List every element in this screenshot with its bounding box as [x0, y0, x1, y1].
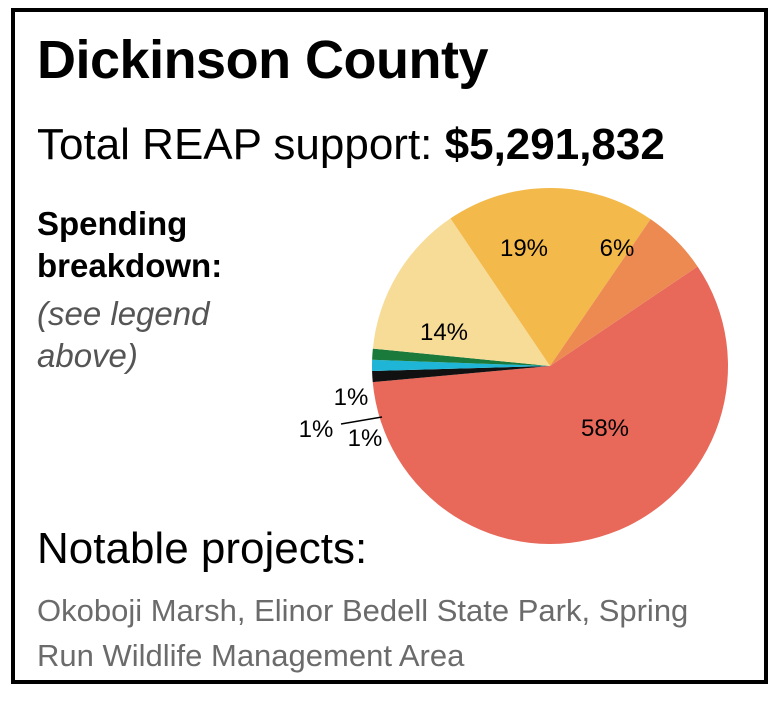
- slice-14-label: 14%: [420, 319, 468, 346]
- projects-heading: Notable projects:: [37, 524, 368, 573]
- projects-list: Okoboji Marsh, Elinor Bedell State Park,…: [37, 593, 689, 673]
- total-value: $5,291,832: [444, 120, 665, 169]
- slice-58: [372, 266, 728, 545]
- slice-blue-1-label: 1%: [299, 416, 334, 443]
- label-leader-line: [340, 416, 383, 425]
- breakdown-heading: Spending breakdown:: [37, 205, 223, 284]
- slice-14: [372, 218, 550, 366]
- slice-58-label: 58%: [581, 415, 629, 442]
- county-title: Dickinson County: [37, 30, 489, 90]
- slice-black-1-label: 1%: [348, 425, 383, 452]
- slice-green-1: [372, 348, 550, 366]
- slice-19-label: 19%: [500, 235, 548, 262]
- slice-19: [450, 188, 651, 366]
- slice-6: [550, 219, 698, 366]
- slice-green-1-label: 1%: [334, 384, 369, 411]
- slice-6-label: 6%: [600, 235, 635, 262]
- slice-blue-1: [371, 359, 550, 371]
- total-label: Total REAP support:: [37, 120, 445, 169]
- breakdown-note: (see legend above): [37, 295, 210, 374]
- slice-black-1: [372, 366, 550, 383]
- total-support: Total REAP support: $5,291,832: [37, 123, 665, 167]
